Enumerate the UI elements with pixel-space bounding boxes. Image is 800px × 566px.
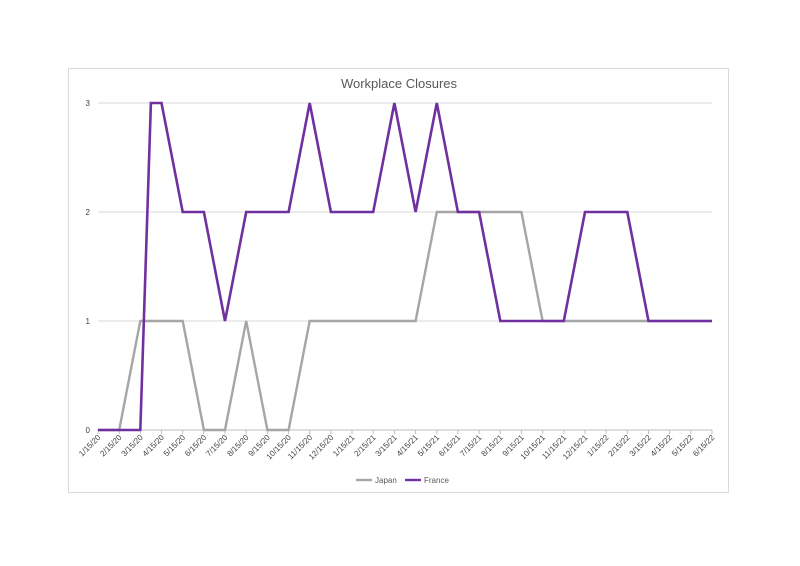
y-axis-ticks: 0 1 2 3 [86, 99, 91, 435]
legend-label-japan: Japan [375, 476, 397, 485]
x-axis-ticks: 1/15/202/15/203/15/204/15/205/15/206/15/… [77, 430, 717, 461]
x-tick-label: 5/15/22 [670, 433, 696, 459]
x-tick-label: 4/15/21 [395, 433, 421, 459]
x-tick-label: 2/15/21 [352, 433, 378, 459]
y-tick-label: 2 [86, 208, 91, 217]
y-tick-label: 3 [86, 99, 91, 108]
x-tick-label: 6/15/22 [691, 433, 717, 459]
x-tick-label: 3/15/20 [120, 433, 146, 459]
x-tick-label: 2/15/22 [606, 433, 632, 459]
x-tick-label: 4/15/20 [141, 433, 167, 459]
x-tick-label: 7/15/21 [458, 433, 484, 459]
chart-title: Workplace Closures [341, 76, 458, 91]
x-tick-label: 1/15/21 [331, 433, 357, 459]
chart-frame [68, 68, 729, 493]
x-tick-label: 3/15/22 [628, 433, 654, 459]
x-tick-label: 4/15/22 [649, 433, 675, 459]
x-tick-label: 3/15/21 [374, 433, 400, 459]
x-tick-label: 7/15/20 [204, 433, 230, 459]
x-tick-label: 6/15/20 [183, 433, 209, 459]
y-tick-label: 1 [86, 317, 91, 326]
series-lines [98, 101, 712, 432]
x-tick-label: 6/15/21 [437, 433, 463, 459]
x-tick-label: 2/15/20 [98, 433, 124, 459]
legend-label-france: France [424, 476, 449, 485]
x-tick-label: 1/15/20 [77, 433, 103, 459]
y-tick-label: 0 [86, 426, 91, 435]
x-tick-label: 8/15/21 [479, 433, 505, 459]
x-tick-label: 5/15/21 [416, 433, 442, 459]
series-line-japan [98, 210, 712, 432]
series-line-france [98, 101, 712, 432]
x-tick-label: 8/15/20 [225, 433, 251, 459]
x-tick-label: 5/15/20 [162, 433, 188, 459]
legend: Japan France [356, 476, 449, 485]
x-tick-label: 1/15/22 [585, 433, 611, 459]
